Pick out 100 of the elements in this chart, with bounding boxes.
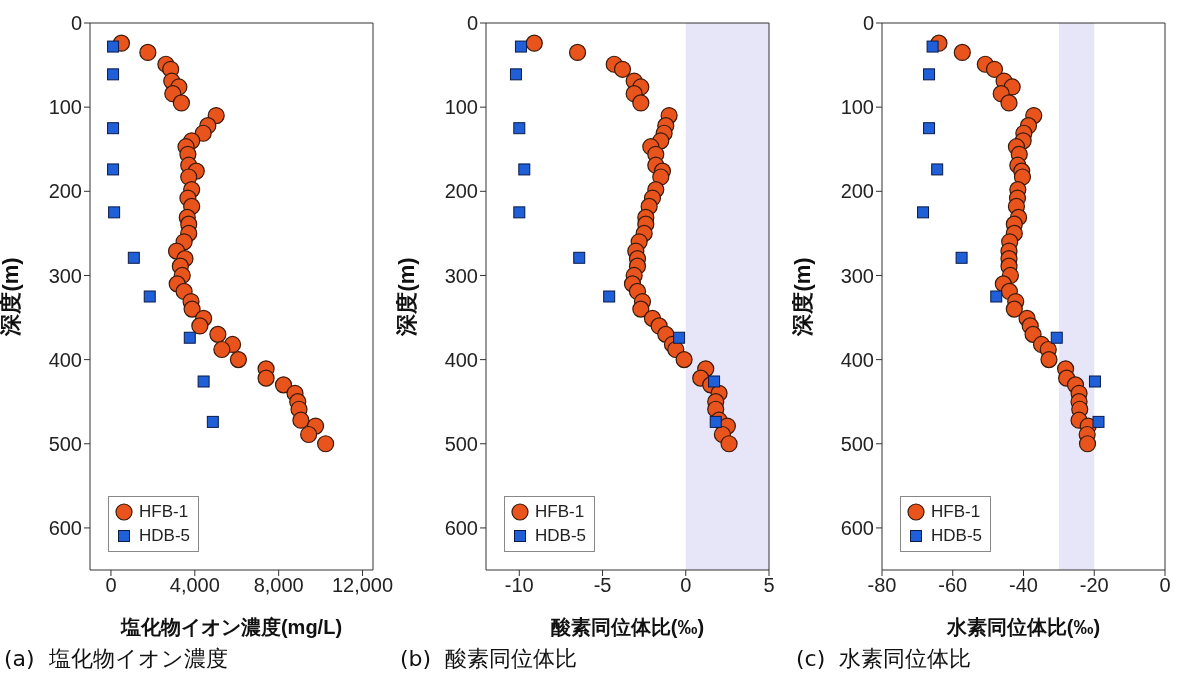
- point: [603, 290, 616, 303]
- point: [107, 68, 120, 81]
- point: [213, 340, 231, 359]
- x-tick-label: -40: [1009, 574, 1038, 597]
- point: [183, 331, 196, 344]
- text: (c) 水素同位体比: [796, 645, 972, 673]
- x-axis-title: 塩化物イオン濃度(mg/L): [119, 616, 343, 638]
- y-tick-label: 100: [444, 96, 478, 119]
- y-tick-label: 600: [444, 517, 478, 540]
- x-axis-title: 水素同位体比(‰): [945, 616, 1101, 638]
- x-axis-title: 酸素同位体比(‰): [550, 616, 705, 638]
- y-tick-label: 500: [840, 432, 874, 455]
- legend-label: HFB-1: [931, 501, 981, 523]
- point: [953, 43, 971, 62]
- y-tick-label: 0: [466, 12, 478, 35]
- point: [108, 206, 121, 219]
- y-tick-label: 0: [70, 12, 82, 35]
- point: [990, 290, 1003, 303]
- x-tick-label: 8,000: [253, 574, 304, 597]
- text: (b) 酸素同位体比: [400, 645, 578, 673]
- point: [923, 68, 936, 81]
- point: [573, 251, 586, 264]
- point: [292, 411, 310, 429]
- point: [1078, 435, 1097, 453]
- point: [518, 163, 531, 176]
- y-tick-label: 200: [444, 180, 478, 203]
- point: [1040, 351, 1058, 369]
- point: [514, 40, 527, 53]
- point: [720, 435, 738, 453]
- point: [509, 68, 522, 81]
- x-tick-label: -80: [867, 574, 897, 597]
- legend-label: HDB-5: [535, 525, 587, 547]
- x-tick-label: -60: [938, 574, 968, 597]
- point: [985, 60, 1004, 78]
- point: [209, 325, 227, 343]
- point: [317, 435, 335, 453]
- x-tick-label: -10: [504, 574, 534, 597]
- point: [257, 369, 275, 387]
- point: [191, 317, 209, 335]
- x-tick-label: -20: [1079, 574, 1109, 597]
- point: [632, 94, 650, 112]
- y-tick-label: 200: [840, 180, 874, 203]
- point: [513, 206, 526, 219]
- point: [568, 43, 587, 62]
- y-tick-label: 300: [840, 264, 874, 287]
- point: [923, 122, 936, 135]
- text: (a) 塩化物イオン濃度: [4, 645, 228, 673]
- y-tick-label: 100: [840, 96, 874, 119]
- point: [172, 94, 190, 112]
- point: [955, 251, 968, 264]
- point: [513, 122, 526, 135]
- x-tick-label: 0: [680, 574, 692, 597]
- legend-label: HDB-5: [931, 525, 983, 547]
- x-tick-label: 12,000: [331, 574, 394, 597]
- x-tick-label: 5: [763, 574, 775, 597]
- point: [107, 163, 120, 176]
- point: [206, 415, 219, 428]
- point: [613, 60, 632, 78]
- point: [107, 40, 120, 53]
- point: [127, 251, 140, 264]
- y-tick-label: 100: [48, 96, 82, 119]
- point: [931, 163, 944, 176]
- point: [675, 351, 693, 369]
- legend-label: HFB-1: [535, 501, 585, 523]
- x-tick-label: 0: [1159, 574, 1171, 597]
- point: [1092, 415, 1105, 428]
- y-tick-label: 400: [48, 348, 82, 371]
- y-tick-label: 300: [444, 264, 478, 287]
- point: [300, 425, 318, 444]
- point: [708, 375, 721, 388]
- y-tick-label: 600: [48, 517, 82, 540]
- x-tick-label: 0: [105, 574, 117, 597]
- point: [1050, 331, 1063, 344]
- y-tick-label: 500: [48, 432, 82, 455]
- y-tick-label: 200: [48, 180, 82, 203]
- legend-label: HDB-5: [139, 525, 191, 547]
- point: [673, 331, 686, 344]
- point: [229, 351, 248, 369]
- y-tick-label: 0: [862, 12, 874, 35]
- point: [525, 34, 543, 52]
- point: [183, 300, 201, 318]
- x-tick-label: 4,000: [169, 574, 220, 597]
- y-tick-label: 300: [48, 264, 82, 287]
- point: [917, 206, 930, 219]
- point: [1005, 300, 1023, 318]
- y-tick-label: 400: [444, 348, 478, 371]
- point: [632, 300, 650, 318]
- point: [194, 124, 212, 142]
- point: [197, 375, 210, 388]
- point: [274, 376, 293, 394]
- y-tick-label: 600: [840, 517, 874, 540]
- y-tick-label: 400: [840, 348, 874, 371]
- y-tick-label: 500: [444, 432, 478, 455]
- x-tick-label: -5: [593, 574, 612, 597]
- legend-label: HFB-1: [139, 501, 189, 523]
- point: [143, 290, 156, 303]
- point: [139, 43, 157, 62]
- point: [107, 122, 120, 135]
- point: [1000, 94, 1018, 112]
- point: [1088, 375, 1101, 388]
